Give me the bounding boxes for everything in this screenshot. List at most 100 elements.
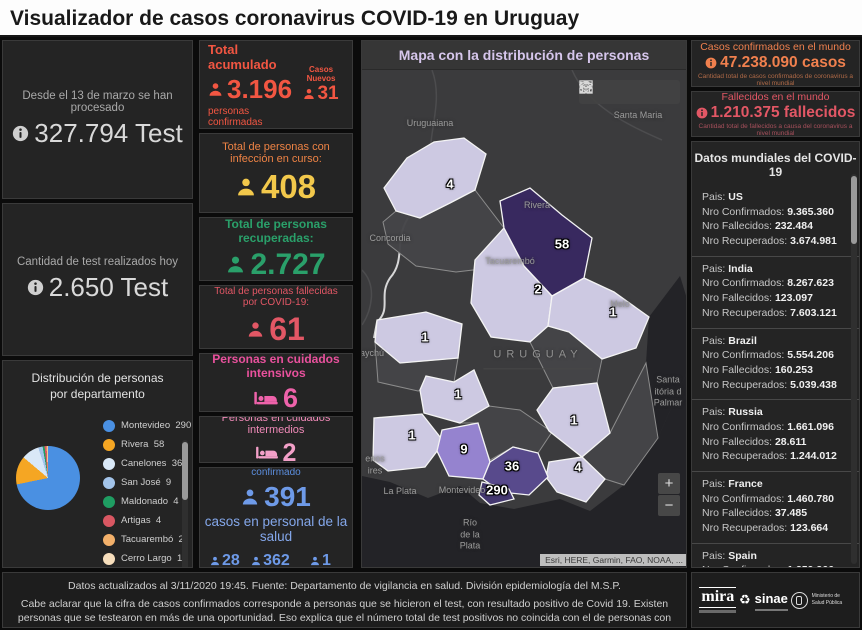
- map-region-count: 4: [446, 176, 454, 192]
- legend-item: Artigas 4: [103, 511, 175, 530]
- salud-sub: casos en personal de la salud: [204, 513, 348, 544]
- legend-list-icon[interactable]: [579, 81, 626, 100]
- person-icon: [311, 556, 319, 565]
- map-place-label: Montevideo: [438, 485, 486, 496]
- map-attribution: Esri, HERE, Garmin, FAO, NOAA, ...: [540, 554, 686, 566]
- casos-nuevos-value: 31: [317, 82, 339, 104]
- intermedios-label: Personas en cuidados intermedios: [221, 416, 331, 436]
- basemap-grid-icon[interactable]: [579, 80, 672, 100]
- country-item: Pais: France Nro Confirmados: 1.460.780 Nr…: [692, 472, 859, 544]
- person-icon: [243, 489, 258, 504]
- salud-value: 391: [264, 480, 311, 512]
- map-place-label: Santa Maria: [613, 110, 663, 121]
- country-list[interactable]: Pais: US Nro Confirmados: 9.365.360 Nro Fa…: [692, 185, 859, 567]
- cuidados-intensivos-panel: Personas en cuidados intensivos 6: [199, 353, 353, 412]
- legend-swatch: [103, 533, 115, 546]
- legend-swatch: [103, 457, 115, 470]
- person-icon: [252, 556, 261, 565]
- legend-label: Rivera 58: [121, 439, 165, 451]
- person-icon: [228, 256, 244, 273]
- map-place-label: Uruguaiana: [406, 118, 454, 129]
- recuperadas-panel: Total de personas recuperadas: 2.727: [199, 217, 353, 281]
- legend-swatch: [103, 514, 115, 527]
- person-icon: [238, 178, 254, 195]
- map-place-label: enos ires: [365, 453, 385, 475]
- country-item: Pais: Brazil Nro Confirmados: 5.554.206 Nr…: [692, 329, 859, 401]
- legend-swatch: [103, 419, 115, 432]
- legend-item: San José 9: [103, 473, 175, 492]
- map-region-count: 36: [504, 458, 520, 474]
- tests-total-value: 327.794 Test: [34, 118, 183, 148]
- map-region-count: 1: [408, 427, 416, 443]
- info-icon[interactable]: [696, 107, 708, 119]
- legend-scrollbar: [182, 440, 188, 567]
- footer-clarification-line: Cabe aclarar que la cifra de casos confi…: [17, 598, 672, 627]
- world-deaths-caption: Cantidad total de fallecidos a causa del…: [698, 123, 853, 137]
- sinae-logo: ♻ sinae: [739, 590, 788, 611]
- mira-logo: mira: [699, 587, 737, 613]
- pie-title: Distribución de personas por departament…: [31, 371, 164, 402]
- legend-label: Cerro Largo 1: [121, 553, 183, 565]
- legend-item: Montevideo 290: [103, 416, 191, 435]
- world-cases-caption: Cantidad total de casos confirmados de c…: [697, 72, 853, 87]
- salud-recuperados-value: 362: [263, 551, 290, 568]
- map-canvas[interactable]: + − Esri, HERE, Garmin, FAO, NOAA, ... 4…: [362, 70, 686, 567]
- personal-salud-panel: Desde el 13 de marzo se han confirmado 3…: [199, 467, 353, 568]
- info-icon[interactable]: [705, 57, 717, 69]
- legend-swatch: [103, 476, 115, 489]
- footer-notes: Datos actualizados al 3/11/2020 19:45. F…: [2, 572, 687, 628]
- tests-total-label: Desde el 13 de marzo se han procesado: [22, 90, 173, 114]
- legend-scrollbar-thumb[interactable]: [182, 442, 188, 501]
- map-region-count: 4: [574, 459, 582, 475]
- casos-nuevos-label: Casos Nuevos: [306, 64, 336, 83]
- country-scrollbar-thumb[interactable]: [851, 176, 857, 244]
- tests-total-panel: Desde el 13 de marzo se han procesado 32…: [2, 40, 193, 199]
- country-item: Pais: India Nro Confirmados: 8.267.623 Nro…: [692, 257, 859, 329]
- map-place-label: URUGUAY: [483, 342, 593, 370]
- zoom-out-button[interactable]: −: [658, 495, 680, 516]
- sinae-recycle-icon: ♻: [738, 592, 751, 607]
- legend-label: Tacuarembó 2: [121, 534, 184, 546]
- map-place-label: Tacuarembó: [485, 256, 535, 267]
- map-place-label: La Plata: [383, 486, 417, 497]
- info-icon[interactable]: [12, 125, 29, 142]
- world-cases-label: Casos confirmados en el mundo: [700, 40, 851, 53]
- layers-icon[interactable]: [579, 80, 649, 100]
- map-toolbar: [579, 80, 680, 104]
- map-region-count: 1: [421, 329, 429, 345]
- acumulado-value: 3.196: [227, 73, 293, 104]
- zoom-in-button[interactable]: +: [658, 473, 680, 494]
- legend-label: Artigas 4: [121, 515, 162, 527]
- page-title: Visualizador de casos coronavirus COVID-…: [0, 0, 862, 37]
- map-region-count: 1: [454, 386, 462, 402]
- map-region-count: 290: [486, 482, 508, 498]
- map-region-count: 9: [460, 441, 468, 457]
- country-item: Pais: US Nro Confirmados: 9.365.360 Nro Fa…: [692, 185, 859, 257]
- tests-today-value: 2.650 Test: [48, 272, 169, 302]
- world-deaths-label: Fallecidos en el mundo: [721, 91, 830, 103]
- world-cases-panel: Casos confirmados en el mundo 47.238.090…: [691, 40, 860, 87]
- legend-swatch: [103, 438, 115, 451]
- map-region-count: 2: [534, 281, 542, 297]
- map-panel: Mapa con la distribución de personas: [361, 40, 687, 568]
- person-icon: [209, 82, 222, 96]
- curso-value: 408: [260, 167, 317, 205]
- infeccion-curso-panel: Total de personas con infección en curso…: [199, 133, 353, 213]
- intensivos-label: Personas en cuidados intensivos: [212, 353, 340, 380]
- country-item: Pais: Russia Nro Confirmados: 1.661.096 Nr…: [692, 400, 859, 472]
- pie-chart[interactable]: [16, 446, 80, 511]
- recuperadas-value: 2.727: [250, 247, 326, 281]
- curso-label: Total de personas con infección en curso…: [222, 140, 330, 165]
- map-region-count: 1: [609, 304, 617, 320]
- info-icon[interactable]: [27, 279, 44, 296]
- legend-item: Canelones 36: [103, 454, 182, 473]
- legend-label: San José 9: [121, 477, 172, 489]
- legend-label: Canelones 36: [121, 458, 183, 470]
- legend-swatch: [103, 552, 115, 565]
- fallecidas-label: Total de personas fallecidas por COVID-1…: [214, 286, 338, 308]
- map-svg: [362, 70, 686, 567]
- legend-label: Maldonado 4: [121, 496, 179, 508]
- msp-logo: Ministerio de Salud Pública: [790, 591, 852, 609]
- map-title: Mapa con la distribución de personas: [398, 47, 650, 63]
